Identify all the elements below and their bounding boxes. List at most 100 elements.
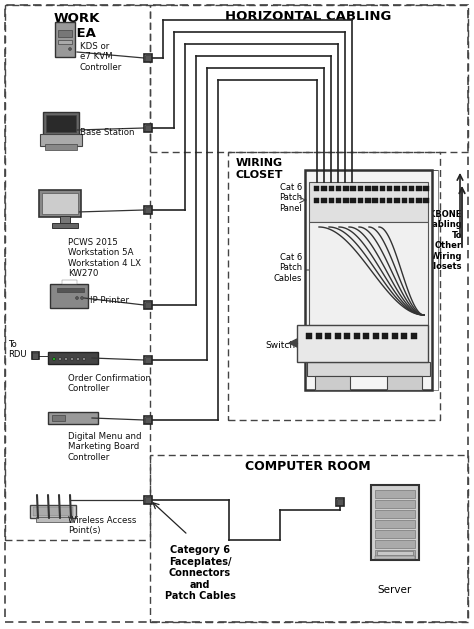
Bar — [307, 333, 312, 338]
Bar — [350, 186, 356, 191]
Bar — [309, 222, 428, 325]
Bar — [307, 362, 430, 376]
Bar — [55, 22, 75, 57]
Bar — [314, 198, 319, 203]
Bar — [358, 186, 363, 191]
Circle shape — [76, 357, 80, 360]
Bar — [365, 198, 371, 203]
Bar — [365, 186, 371, 191]
Bar — [62, 280, 77, 284]
Bar — [150, 5, 468, 152]
Bar — [30, 505, 76, 518]
Bar — [52, 223, 78, 228]
Bar — [423, 186, 429, 191]
Bar — [411, 333, 417, 338]
Bar — [321, 198, 327, 203]
Bar — [343, 198, 349, 203]
Bar — [373, 198, 378, 203]
Bar — [50, 284, 88, 308]
Bar — [409, 186, 414, 191]
Polygon shape — [289, 339, 297, 347]
Bar — [144, 496, 152, 504]
Text: Wireless Access
Point(s): Wireless Access Point(s) — [68, 516, 137, 535]
Bar — [401, 333, 408, 338]
Bar — [57, 288, 84, 292]
Bar — [145, 125, 151, 131]
Bar — [46, 115, 76, 132]
Bar — [336, 498, 344, 506]
Text: To
RDU: To RDU — [8, 340, 27, 359]
Text: Switch: Switch — [266, 340, 296, 350]
Text: HORIZONTAL CABLING: HORIZONTAL CABLING — [225, 10, 391, 23]
Bar — [354, 333, 360, 338]
Text: IP Printer: IP Printer — [90, 296, 129, 305]
Bar — [48, 352, 98, 364]
Bar — [380, 186, 385, 191]
Bar — [375, 550, 415, 558]
Circle shape — [81, 296, 83, 299]
Bar — [145, 207, 151, 213]
Bar — [392, 333, 398, 338]
Bar — [375, 520, 415, 528]
Bar — [401, 186, 407, 191]
Bar — [40, 134, 82, 146]
Circle shape — [69, 48, 72, 50]
Circle shape — [71, 357, 73, 360]
Bar — [144, 206, 152, 214]
Text: BACKBONE
Cabling
To
Other
Wiring
Closets: BACKBONE Cabling To Other Wiring Closets — [410, 210, 462, 271]
Bar — [36, 517, 72, 522]
Bar — [364, 333, 370, 338]
Bar — [45, 144, 77, 150]
Bar — [145, 417, 151, 423]
Bar — [60, 216, 70, 225]
Bar — [345, 333, 350, 338]
Text: WIRING
CLOSET: WIRING CLOSET — [236, 158, 283, 180]
Bar — [336, 186, 341, 191]
Circle shape — [53, 357, 55, 360]
Bar — [328, 198, 334, 203]
Bar — [375, 510, 415, 518]
Bar — [409, 198, 414, 203]
Bar — [316, 333, 322, 338]
Bar — [144, 54, 152, 62]
Bar — [416, 186, 422, 191]
Bar — [375, 530, 415, 538]
Text: Cat 6
Patch
Panel: Cat 6 Patch Panel — [279, 183, 302, 213]
Text: Cat 6
Patch
Cables: Cat 6 Patch Cables — [273, 253, 302, 283]
Text: Digital Menu and
Marketing Board
Controller: Digital Menu and Marketing Board Control… — [68, 432, 142, 462]
Bar — [373, 333, 379, 338]
Bar — [52, 415, 65, 421]
Bar — [336, 198, 341, 203]
Bar — [383, 333, 389, 338]
Bar — [58, 40, 72, 44]
Bar — [144, 301, 152, 309]
Bar — [387, 376, 422, 390]
Circle shape — [82, 357, 85, 360]
Bar — [335, 333, 341, 338]
Bar — [416, 198, 422, 203]
Bar — [328, 186, 334, 191]
Bar — [423, 198, 429, 203]
Bar — [48, 412, 98, 424]
Bar — [371, 485, 419, 560]
Bar — [32, 352, 39, 359]
Bar — [337, 499, 343, 505]
Bar — [305, 170, 432, 390]
Circle shape — [75, 296, 79, 299]
Bar — [373, 186, 378, 191]
Bar — [394, 198, 400, 203]
Bar — [380, 198, 385, 203]
Bar — [401, 198, 407, 203]
Bar — [375, 500, 415, 508]
Bar — [145, 357, 151, 363]
Bar — [343, 186, 349, 191]
Bar — [375, 490, 415, 498]
Bar — [375, 556, 415, 559]
Bar — [350, 198, 356, 203]
Text: Base Station: Base Station — [80, 128, 135, 137]
Bar — [145, 302, 151, 308]
Circle shape — [58, 357, 62, 360]
Bar — [375, 540, 415, 548]
Text: PCWS 2015
Workstation 5A
Workstation 4 LX
KW270: PCWS 2015 Workstation 5A Workstation 4 L… — [68, 238, 141, 278]
Bar — [144, 356, 152, 364]
